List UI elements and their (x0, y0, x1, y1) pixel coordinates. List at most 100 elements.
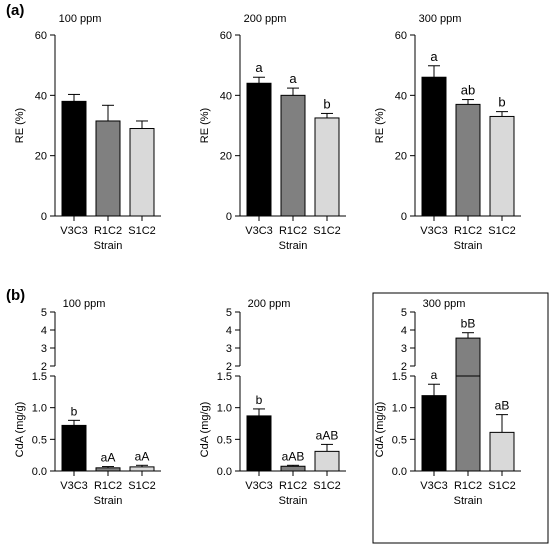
sig-letter-1-1: a (289, 71, 297, 86)
sig-letter-3-2: aA (135, 449, 150, 463)
x-tick-label-1-1: R1C2 (279, 225, 307, 237)
panel-label-a: (a) (6, 2, 25, 19)
sig-letter-3-1: aA (101, 451, 116, 465)
x-tick-label-0-2: S1C2 (128, 225, 156, 237)
bar-2-0 (421, 76, 447, 217)
bar-3-1 (95, 467, 121, 472)
bar-5-2 (489, 431, 515, 472)
x-axis-label-5: Strain (454, 495, 483, 507)
y-tick-label-lower-5-2: 1.0 (392, 403, 407, 415)
bar-0-1 (95, 120, 121, 217)
y-tick-label-lower-4-2: 1.0 (217, 403, 232, 415)
y-tick-label-2-3: 60 (395, 30, 407, 42)
y-tick-label-0-3: 60 (35, 30, 47, 42)
sig-letter-3-0: b (71, 404, 78, 418)
chart-title-1: 200 ppm (244, 13, 287, 25)
x-tick-label-4-0: V3C3 (245, 480, 273, 492)
bar-3-2 (129, 466, 155, 472)
sig-letter-1-2: b (323, 96, 330, 111)
x-tick-label-0-0: V3C3 (60, 225, 88, 237)
y-tick-label-1-0: 0 (226, 211, 232, 223)
y-tick-label-1-1: 20 (220, 151, 232, 163)
x-tick-label-3-1: R1C2 (94, 480, 122, 492)
chart-title-2: 300 ppm (419, 13, 462, 25)
y-tick-label-upper-3-2: 4 (41, 325, 47, 337)
sig-letter-4-1: aAB (282, 449, 305, 463)
bar-5-0 (421, 395, 447, 472)
bar-4-0 (246, 415, 272, 472)
chart-title-5: 300 ppm (423, 298, 466, 310)
x-axis-label-1: Strain (279, 240, 308, 252)
bar-4-1 (280, 465, 306, 472)
bar-0-2 (129, 128, 155, 217)
y-tick-label-upper-5-1: 3 (401, 343, 407, 355)
y-tick-label-upper-3-1: 3 (41, 343, 47, 355)
x-tick-label-4-2: S1C2 (313, 480, 341, 492)
y-tick-label-lower-4-0: 0.0 (217, 466, 232, 478)
bar-3-0 (61, 424, 87, 472)
bar-2-1 (455, 103, 481, 217)
sig-letter-2-1: ab (461, 83, 475, 98)
y-tick-label-lower-4-1: 0.5 (217, 434, 232, 446)
y-axis-label-2: RE (%) (374, 108, 386, 143)
panel-frame-5 (372, 292, 549, 544)
y-tick-label-0-0: 0 (41, 211, 47, 223)
bar-4-2 (314, 450, 340, 472)
chart-title-4: 200 ppm (248, 298, 291, 310)
bar-1-1 (280, 94, 306, 217)
y-tick-label-2-0: 0 (401, 211, 407, 223)
x-axis-label-0: Strain (94, 240, 123, 252)
x-tick-label-5-0: V3C3 (420, 480, 448, 492)
y-tick-label-0-1: 20 (35, 151, 47, 163)
y-tick-label-lower-5-0: 0.0 (392, 466, 407, 478)
sig-letter-5-0: a (431, 368, 438, 382)
y-tick-label-1-3: 60 (220, 30, 232, 42)
y-tick-label-upper-4-3: 5 (226, 307, 232, 319)
y-axis-label-5: CdA (mg/g) (374, 402, 386, 458)
bar-1-0 (246, 82, 272, 217)
chart-title-3: 100 ppm (63, 298, 106, 310)
y-axis-label-1: RE (%) (199, 108, 211, 143)
x-tick-label-1-0: V3C3 (245, 225, 273, 237)
y-tick-label-0-2: 40 (35, 90, 47, 102)
sig-letter-5-2: aB (495, 399, 510, 413)
x-tick-label-1-2: S1C2 (313, 225, 341, 237)
x-tick-label-3-2: S1C2 (128, 480, 156, 492)
sig-letter-5-1: bB (461, 317, 476, 331)
x-tick-label-2-0: V3C3 (420, 225, 448, 237)
y-tick-label-2-1: 20 (395, 151, 407, 163)
sig-letter-2-0: a (430, 49, 438, 64)
y-tick-label-lower-3-3: 1.5 (32, 371, 47, 383)
x-tick-label-5-1: R1C2 (454, 480, 482, 492)
x-tick-label-5-2: S1C2 (488, 480, 516, 492)
y-tick-label-lower-3-1: 0.5 (32, 434, 47, 446)
panel-label-b: (b) (6, 287, 26, 304)
x-axis-label-4: Strain (279, 495, 308, 507)
y-tick-label-lower-5-1: 0.5 (392, 434, 407, 446)
sig-letter-2-2: b (498, 95, 505, 110)
y-tick-label-upper-5-2: 4 (401, 325, 407, 337)
y-tick-label-upper-5-3: 5 (401, 307, 407, 319)
y-tick-label-lower-5-3: 1.5 (392, 371, 407, 383)
x-tick-label-2-1: R1C2 (454, 225, 482, 237)
y-axis-label-0: RE (%) (14, 108, 26, 143)
sig-letter-1-0: a (255, 60, 263, 75)
x-tick-label-3-0: V3C3 (60, 480, 88, 492)
x-tick-label-0-1: R1C2 (94, 225, 122, 237)
y-tick-label-upper-4-2: 4 (226, 325, 232, 337)
y-tick-label-upper-3-3: 5 (41, 307, 47, 319)
y-tick-label-lower-3-0: 0.0 (32, 466, 47, 478)
bar-lower-5-1 (455, 375, 481, 472)
chart-title-0: 100 ppm (59, 13, 102, 25)
bar-0-0 (61, 100, 87, 217)
y-tick-label-upper-4-0: 2 (226, 361, 232, 373)
bar-2-2 (489, 115, 515, 217)
sig-letter-4-0: b (256, 393, 263, 407)
y-axis-label-4: CdA (mg/g) (199, 402, 211, 458)
bar-1-2 (314, 117, 340, 217)
y-tick-label-lower-3-2: 1.0 (32, 403, 47, 415)
y-axis-label-3: CdA (mg/g) (14, 402, 26, 458)
y-tick-label-2-2: 40 (395, 90, 407, 102)
y-tick-label-upper-5-0: 2 (401, 361, 407, 373)
